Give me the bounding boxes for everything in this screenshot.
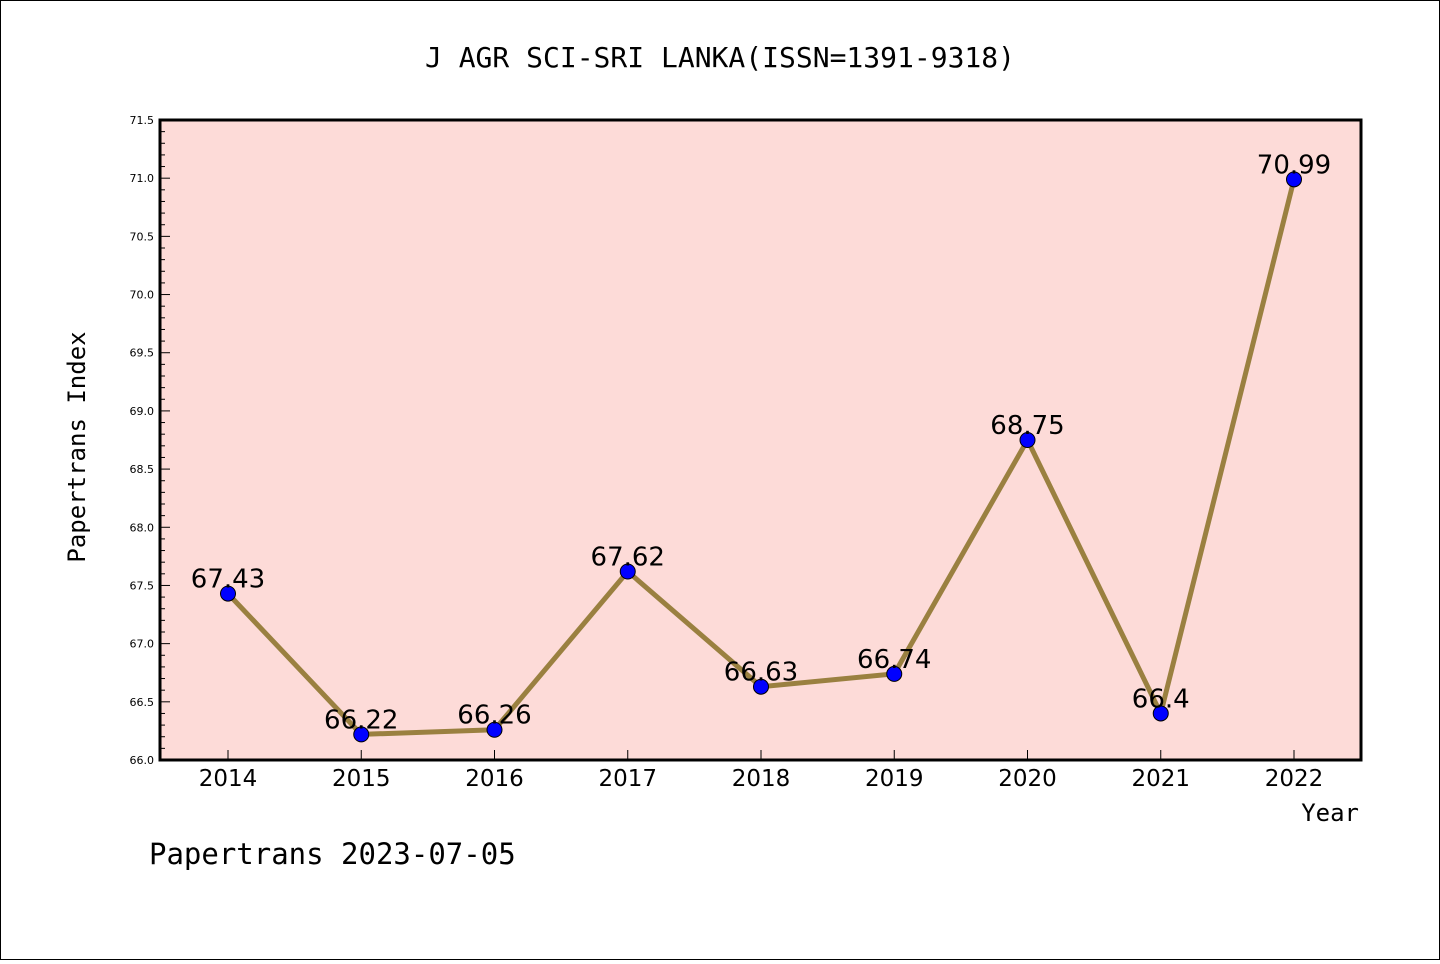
data-label: 66.22 (324, 705, 398, 735)
y-tick-label: 69.5 (130, 347, 155, 360)
data-label: 66.26 (457, 701, 531, 731)
data-point (1152, 705, 1169, 722)
y-tick-label: 68.5 (130, 463, 155, 476)
data-label: 67.62 (591, 542, 665, 572)
y-tick-label: 71.0 (130, 172, 155, 185)
data-label: 66.4 (1132, 684, 1190, 714)
y-tick-label: 66.0 (130, 754, 155, 767)
x-tick-label: 2017 (598, 766, 657, 792)
y-axis: 66.0 66.5 67.0 67.5 68.0 68.5 69.0 69.5 70.0 70.5… (130, 114, 170, 767)
y-tick-label: 67.5 (130, 579, 155, 592)
data-labels: 67.43 66.22 66.26 67.62 66.63 66.74 68.75 66.4 7… (191, 150, 1331, 735)
footer-text: Papertrans 2023-07-05 (149, 837, 516, 871)
data-point (353, 726, 370, 743)
y-tick-label: 66.5 (130, 696, 155, 709)
data-point (1286, 171, 1302, 188)
y-tick-label: 71.5 (130, 114, 155, 127)
data-label: 68.75 (990, 411, 1064, 441)
data-label: 66.63 (724, 658, 798, 688)
series-markers (220, 171, 1302, 743)
data-point (886, 665, 903, 682)
data-point (1019, 432, 1036, 448)
x-tick-label: 2019 (865, 766, 924, 792)
y-axis-label: Papertrans Index (63, 331, 91, 562)
y-tick-label: 69.0 (130, 405, 155, 418)
x-tick-label: 2022 (1265, 766, 1324, 792)
plot-area (158, 118, 1363, 762)
chart-title: J AGR SCI-SRI LANKA(ISSN=1391-9318) (425, 41, 1015, 74)
data-point (753, 678, 769, 695)
y-tick-label: 68.0 (130, 521, 155, 534)
y-tick-label: 70.0 (130, 289, 155, 302)
data-label: 67.43 (191, 565, 265, 595)
data-label: 70.99 (1257, 150, 1331, 180)
data-label: 66.74 (857, 645, 931, 675)
x-tick-label: 2018 (732, 766, 791, 792)
data-point (486, 721, 503, 738)
data-point (619, 563, 636, 580)
x-tick-label: 2016 (465, 766, 524, 792)
x-tick-label: 2015 (332, 766, 391, 792)
x-axis: 2014 2015 2016 2017 2018 2019 2020 2021 2022 (199, 750, 1324, 792)
y-tick-label: 67.0 (130, 638, 155, 651)
x-tick-label: 2020 (998, 766, 1057, 792)
x-tick-label: 2021 (1131, 766, 1190, 792)
y-tick-label: 70.5 (130, 230, 155, 243)
x-axis-label: Year (1301, 799, 1359, 827)
x-tick-label: 2014 (199, 766, 258, 792)
data-point (220, 585, 236, 602)
